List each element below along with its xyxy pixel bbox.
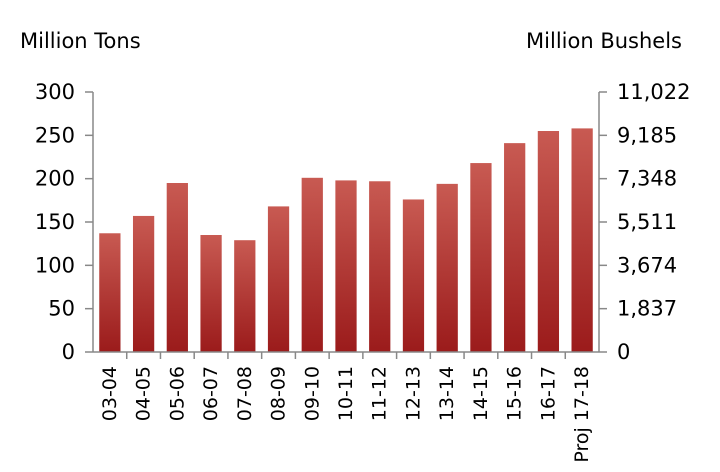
bar-13-14 (436, 183, 458, 352)
bar-03-04 (99, 233, 121, 352)
bar-16-17 (537, 131, 560, 352)
bar-12-13 (402, 199, 425, 352)
category-label: 07-08 (234, 366, 256, 421)
left-axis-title: Million Tons (20, 29, 141, 53)
left-axis-ticks: 0 50 100 150 200 250 300 (35, 80, 93, 364)
category-label: 16-17 (537, 366, 559, 421)
category-label: 10-11 (335, 366, 357, 421)
left-tick-label: 300 (35, 80, 75, 104)
left-tick-label: 100 (35, 253, 75, 277)
right-axis-title: Million Bushels (526, 29, 682, 53)
left-tick-label: 50 (48, 297, 75, 321)
category-label: 12-13 (402, 366, 424, 421)
category-label: 05-06 (166, 366, 188, 421)
bar-08-09 (267, 206, 290, 352)
right-tick-label: 7,348 (617, 167, 677, 191)
category-label: 13-14 (436, 366, 458, 421)
bar-proj-17-18 (571, 128, 593, 352)
category-labels: 03-04 04-05 05-06 06-07 07-08 08-09 09-10 10-11… (99, 352, 593, 463)
bar-04-05 (132, 215, 155, 352)
category-label: 03-04 (99, 366, 121, 421)
left-tick-label: 0 (62, 340, 75, 364)
category-label: 14-15 (470, 366, 492, 421)
right-tick-label: 3,674 (617, 253, 677, 277)
bar-07-08 (234, 240, 256, 352)
left-tick-label: 250 (35, 123, 75, 147)
left-tick-label: 150 (35, 210, 75, 234)
bar-11-12 (369, 181, 391, 352)
right-tick-label: 1,837 (617, 297, 677, 321)
category-label: 11-12 (369, 366, 391, 421)
right-tick-label: 0 (617, 340, 630, 364)
bar-15-16 (504, 143, 526, 352)
bar-10-11 (335, 180, 357, 352)
category-label: 06-07 (200, 366, 222, 421)
category-label: 08-09 (268, 366, 290, 421)
right-tick-label: 9,185 (617, 123, 677, 147)
bar-06-07 (200, 235, 222, 352)
bars (99, 128, 593, 352)
bar-05-06 (166, 183, 188, 352)
left-tick-label: 200 (35, 167, 75, 191)
category-label: 15-16 (504, 366, 526, 421)
category-label: 04-05 (133, 366, 155, 421)
bar-09-10 (301, 177, 323, 352)
right-tick-label: 11,022 (617, 80, 690, 104)
right-tick-label: 5,511 (617, 210, 677, 234)
right-axis-ticks: 0 1,837 3,674 5,511 7,348 9,185 11,022 (599, 80, 690, 364)
bar-14-15 (470, 163, 492, 352)
category-label: 09-10 (301, 366, 323, 421)
category-label: Proj 17-18 (571, 366, 593, 463)
